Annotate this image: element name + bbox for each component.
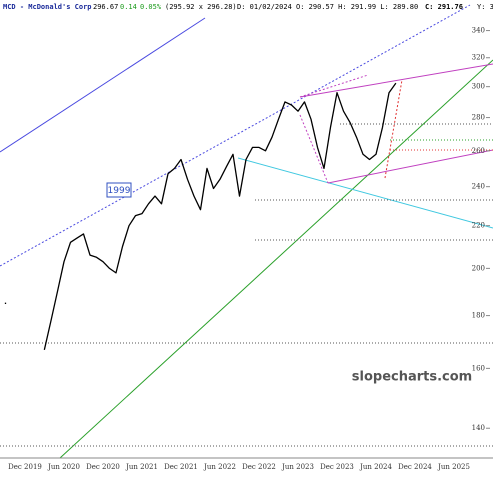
symbol: MCD - McDonald's Corp: [3, 3, 92, 11]
trend-lines: [0, 4, 493, 459]
y-tick-label: 240: [472, 183, 485, 191]
x-tick-label: Dec 2024: [398, 463, 432, 471]
y-tick-label: 280: [472, 114, 485, 122]
annotation-box: [106, 182, 132, 198]
change: 0.14: [120, 3, 137, 11]
change-pct: 0.05%: [140, 3, 162, 11]
y-tick-label: 160: [472, 364, 485, 372]
y-tick-label: 260: [472, 147, 485, 155]
x-tick-label: Jun 2024: [359, 463, 392, 471]
x-tick-label: Jun 2020: [47, 463, 80, 471]
extra: Y: 31: [477, 3, 493, 11]
y-tick-label: 340: [472, 27, 485, 35]
watermark: slopecharts.com: [352, 370, 472, 385]
y-tick-label: 300: [472, 83, 485, 91]
x-tick-label: Dec 2022: [242, 463, 276, 471]
last: 296.67: [93, 3, 118, 11]
y-tick-label: 180: [472, 312, 485, 320]
x-tick-label: Jun 2021: [125, 463, 158, 471]
y-tick-label: 220: [472, 222, 485, 230]
y-tick-label: 140: [472, 424, 485, 432]
x-tick-label: Jun 2023: [281, 463, 314, 471]
annotation: 1999: [108, 186, 131, 196]
y-tick-label: 320: [472, 54, 485, 62]
x-tick-label: Dec 2021: [164, 463, 198, 471]
y-tick-label: 200: [472, 264, 485, 272]
close: C: 291.76: [425, 3, 463, 11]
header: MCD - McDonald's Corp 296.67 0.14 0.05% …: [3, 3, 493, 11]
price-line: [4, 82, 397, 350]
x-tick-label: Jun 2022: [203, 463, 236, 471]
ohlc: D: 01/02/2024 O: 290.57 H: 291.99 L: 289…: [237, 3, 418, 11]
x-tick-label: Dec 2019: [8, 463, 42, 471]
x-tick-label: Jun 2025: [437, 463, 470, 471]
x-tick-label: Dec 2023: [320, 463, 354, 471]
bid-ask: (295.92 x 296.28): [165, 3, 237, 11]
x-tick-label: Dec 2020: [86, 463, 120, 471]
